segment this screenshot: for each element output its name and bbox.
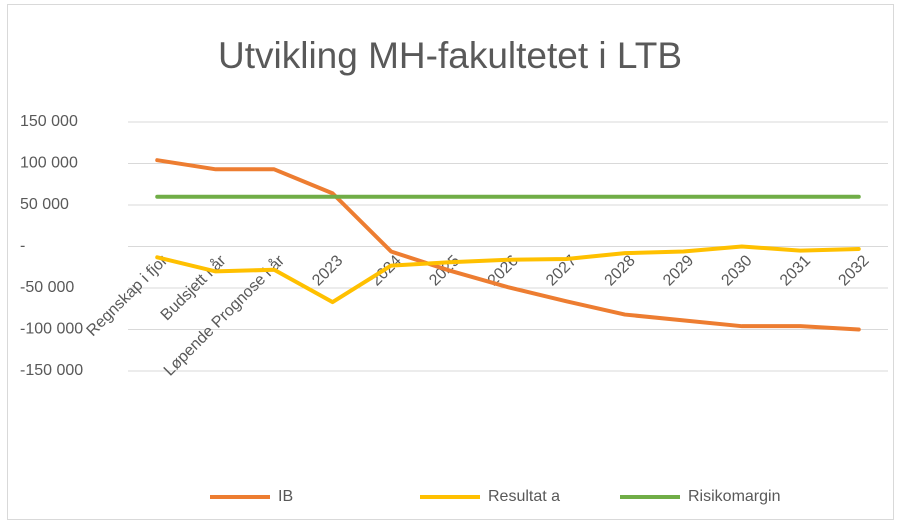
legend-label: Resultat a [488, 488, 560, 505]
y-tick-label: -100 000 [20, 321, 83, 338]
series-line [155, 158, 861, 332]
y-tick-label: -50 000 [20, 279, 74, 296]
y-tick-label: 150 000 [20, 113, 78, 130]
chart-title: Utvikling MH-fakultetet i LTB [218, 35, 682, 76]
y-tick-label: - [20, 238, 25, 255]
y-tick-label: -150 000 [20, 362, 83, 379]
legend-label: IB [278, 488, 293, 505]
y-tick-label: 50 000 [20, 196, 69, 213]
y-tick-label: 100 000 [20, 155, 78, 172]
legend-label: Risikomargin [688, 488, 780, 505]
series-line [155, 244, 861, 305]
